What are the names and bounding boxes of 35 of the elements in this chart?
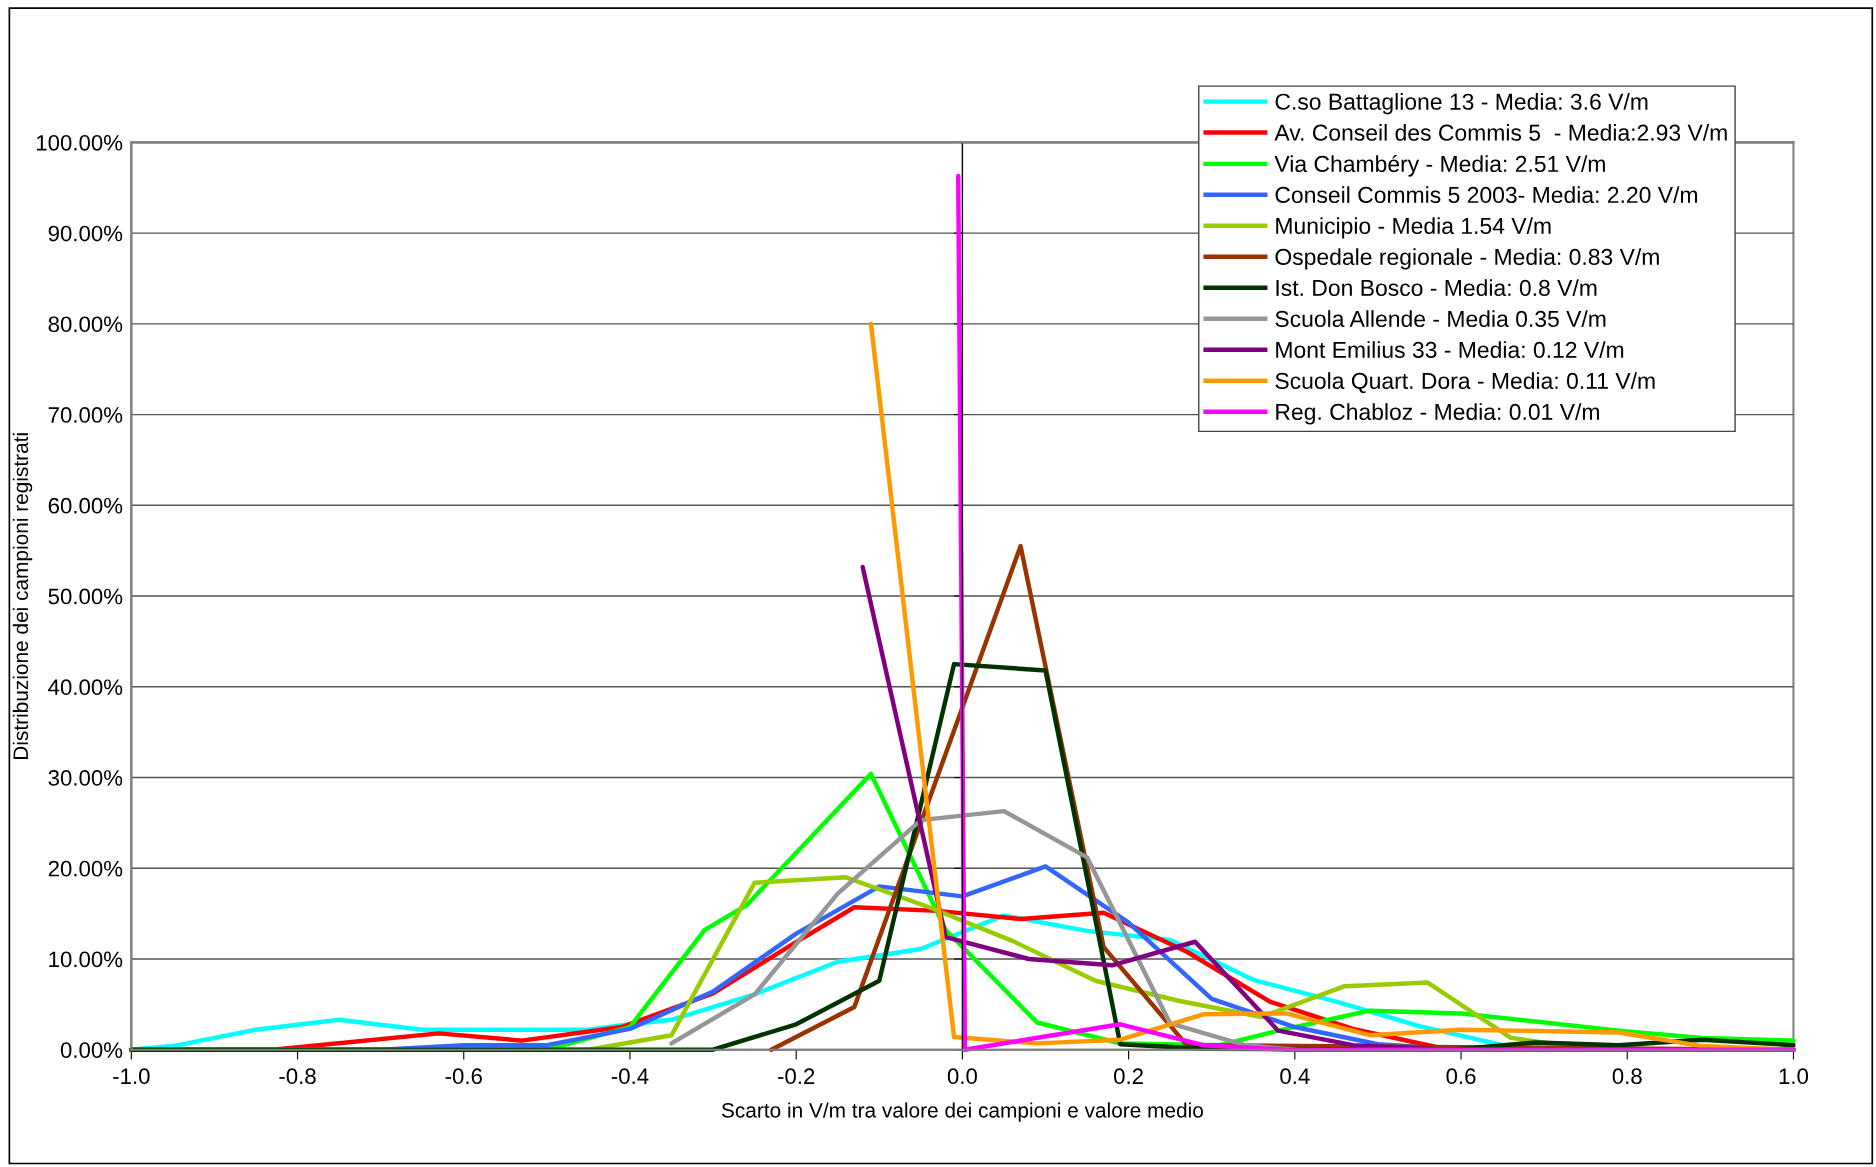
y-tick-label: 90.00%: [48, 225, 123, 242]
x-tick-label: 0.8: [1612, 1068, 1642, 1085]
legend-label: Scuola Allende - Media 0.35 V/m: [1275, 310, 1606, 328]
x-tick-label: 0.6: [1446, 1068, 1476, 1085]
y-tick-label: 0.00%: [60, 1042, 123, 1058]
legend-label: Scuola Quart. Dora - Media: 0.11 V/m: [1275, 372, 1655, 394]
x-tick-label: -0.8: [279, 1068, 316, 1085]
x-axis-title: Scarto in V/m tra valore dei campioni e valore medio: [721, 1102, 1203, 1122]
legend-label: Ospedale regionale - Media: 0.83 V/m: [1275, 248, 1659, 270]
legend-label: Via Chambéry - Media: 2.51 V/m: [1274, 155, 1605, 177]
legend-label: Municipio - Media 1.54 V/m: [1276, 217, 1551, 239]
x-tick-label: -1.0: [113, 1068, 150, 1085]
y-tick-label: 80.00%: [48, 316, 123, 333]
legend-label: Av. Conseil des Commis 5 - Media:2.93 V/m: [1274, 124, 1727, 141]
y-axis-title: Distribuzione dei campioni registrati: [12, 433, 33, 760]
x-tick-label: 0.2: [1114, 1068, 1143, 1085]
x-tick-label: -0.2: [778, 1068, 815, 1085]
legend-label: Reg. Chabloz - Media: 0.01 V/m: [1276, 403, 1599, 425]
x-tick-label: 1.0: [1779, 1068, 1809, 1085]
x-tick-label: -0.4: [611, 1068, 649, 1085]
legend-label: Conseil Commis 5 2003- Media: 2.20 V/m: [1275, 186, 1698, 204]
y-tick-label: 70.00%: [48, 407, 123, 423]
y-tick-label: 40.00%: [48, 679, 123, 696]
legend-label: Ist. Don Bosco - Media: 0.8 V/m: [1276, 279, 1597, 297]
legend-label: Mont Emilius 33 - Media: 0.12 V/m: [1276, 341, 1624, 359]
x-tick-label: 0.4: [1280, 1068, 1310, 1085]
y-tick-label: 50.00%: [48, 588, 123, 605]
x-tick-label: 0.0: [947, 1068, 977, 1085]
y-tick-label: 100.00%: [36, 134, 123, 151]
x-tick-label: -0.6: [445, 1068, 482, 1085]
y-tick-label: 10.00%: [49, 951, 123, 968]
legend-label: C.so Battaglione 13 - Media: 3.6 V/m: [1275, 93, 1648, 115]
y-tick-label: 20.00%: [48, 860, 123, 877]
y-tick-label: 60.00%: [48, 497, 123, 514]
y-tick-label: 30.00%: [48, 770, 123, 786]
